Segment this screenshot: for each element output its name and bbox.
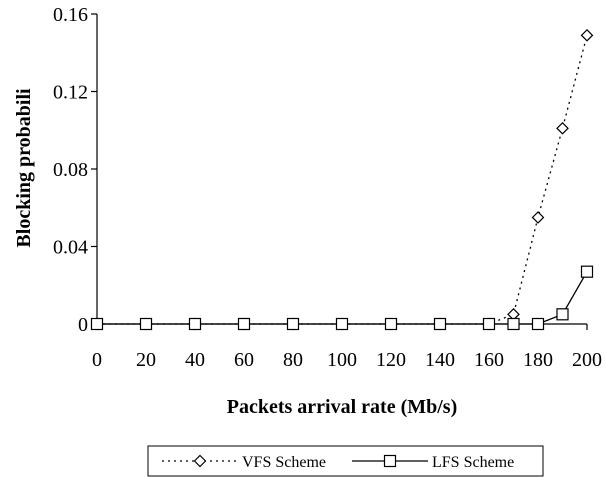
data-point bbox=[139, 317, 153, 331]
data-point bbox=[90, 317, 104, 331]
legend-marker bbox=[383, 454, 397, 468]
data-point bbox=[531, 317, 545, 331]
legend-box bbox=[147, 445, 544, 477]
plot-background bbox=[97, 14, 587, 324]
data-point bbox=[433, 317, 447, 331]
data-point bbox=[580, 28, 594, 42]
x-tick-label: 120 bbox=[376, 349, 406, 371]
plot-area bbox=[97, 14, 587, 324]
data-point bbox=[335, 317, 349, 331]
legend: VFS Scheme LFS Scheme bbox=[147, 445, 544, 477]
y-tick-label: 0.08 bbox=[53, 159, 88, 181]
x-tick-label: 40 bbox=[185, 349, 205, 371]
y-tick-label: 0.04 bbox=[53, 237, 88, 259]
x-tick-label: 60 bbox=[234, 349, 254, 371]
legend-items: VFS Scheme LFS Scheme bbox=[162, 454, 514, 471]
y-tick-label: 0 bbox=[78, 314, 88, 336]
data-point bbox=[556, 121, 569, 135]
series-2 bbox=[90, 265, 594, 331]
legend-label: VFS Scheme bbox=[242, 454, 326, 471]
x-tick-label: 140 bbox=[425, 349, 455, 371]
data-point bbox=[384, 317, 398, 331]
data-point bbox=[237, 317, 251, 331]
data-point bbox=[507, 317, 520, 331]
x-tick-label: 20 bbox=[136, 349, 156, 371]
x-tick-label: 200 bbox=[572, 349, 602, 371]
x-axis-title: Packets arrival rate (Mb/s) bbox=[227, 396, 457, 418]
series-layer bbox=[90, 28, 594, 331]
y-tick-label: 0.12 bbox=[53, 82, 88, 104]
y-axis-title: Blocking probabili bbox=[13, 88, 35, 248]
y-tick-label: 0.16 bbox=[53, 4, 88, 26]
x-tick-label: 80 bbox=[283, 349, 303, 371]
data-point bbox=[482, 317, 496, 331]
legend-label: LFS Scheme bbox=[432, 454, 514, 471]
tick-labels: 0 0.04 0.08 0.12 0.16 0 20 40 60 80 100 120 140 160 18… bbox=[53, 4, 602, 371]
data-point bbox=[286, 317, 300, 331]
data-point bbox=[580, 265, 594, 278]
data-point bbox=[188, 317, 202, 331]
x-tick-label: 100 bbox=[327, 349, 357, 371]
x-tick-label: 180 bbox=[523, 349, 553, 371]
x-tick-label: 160 bbox=[474, 349, 504, 371]
x-tick-label: 0 bbox=[92, 349, 102, 371]
legend-marker bbox=[193, 454, 207, 468]
data-point bbox=[556, 308, 569, 321]
data-point bbox=[531, 211, 545, 224]
